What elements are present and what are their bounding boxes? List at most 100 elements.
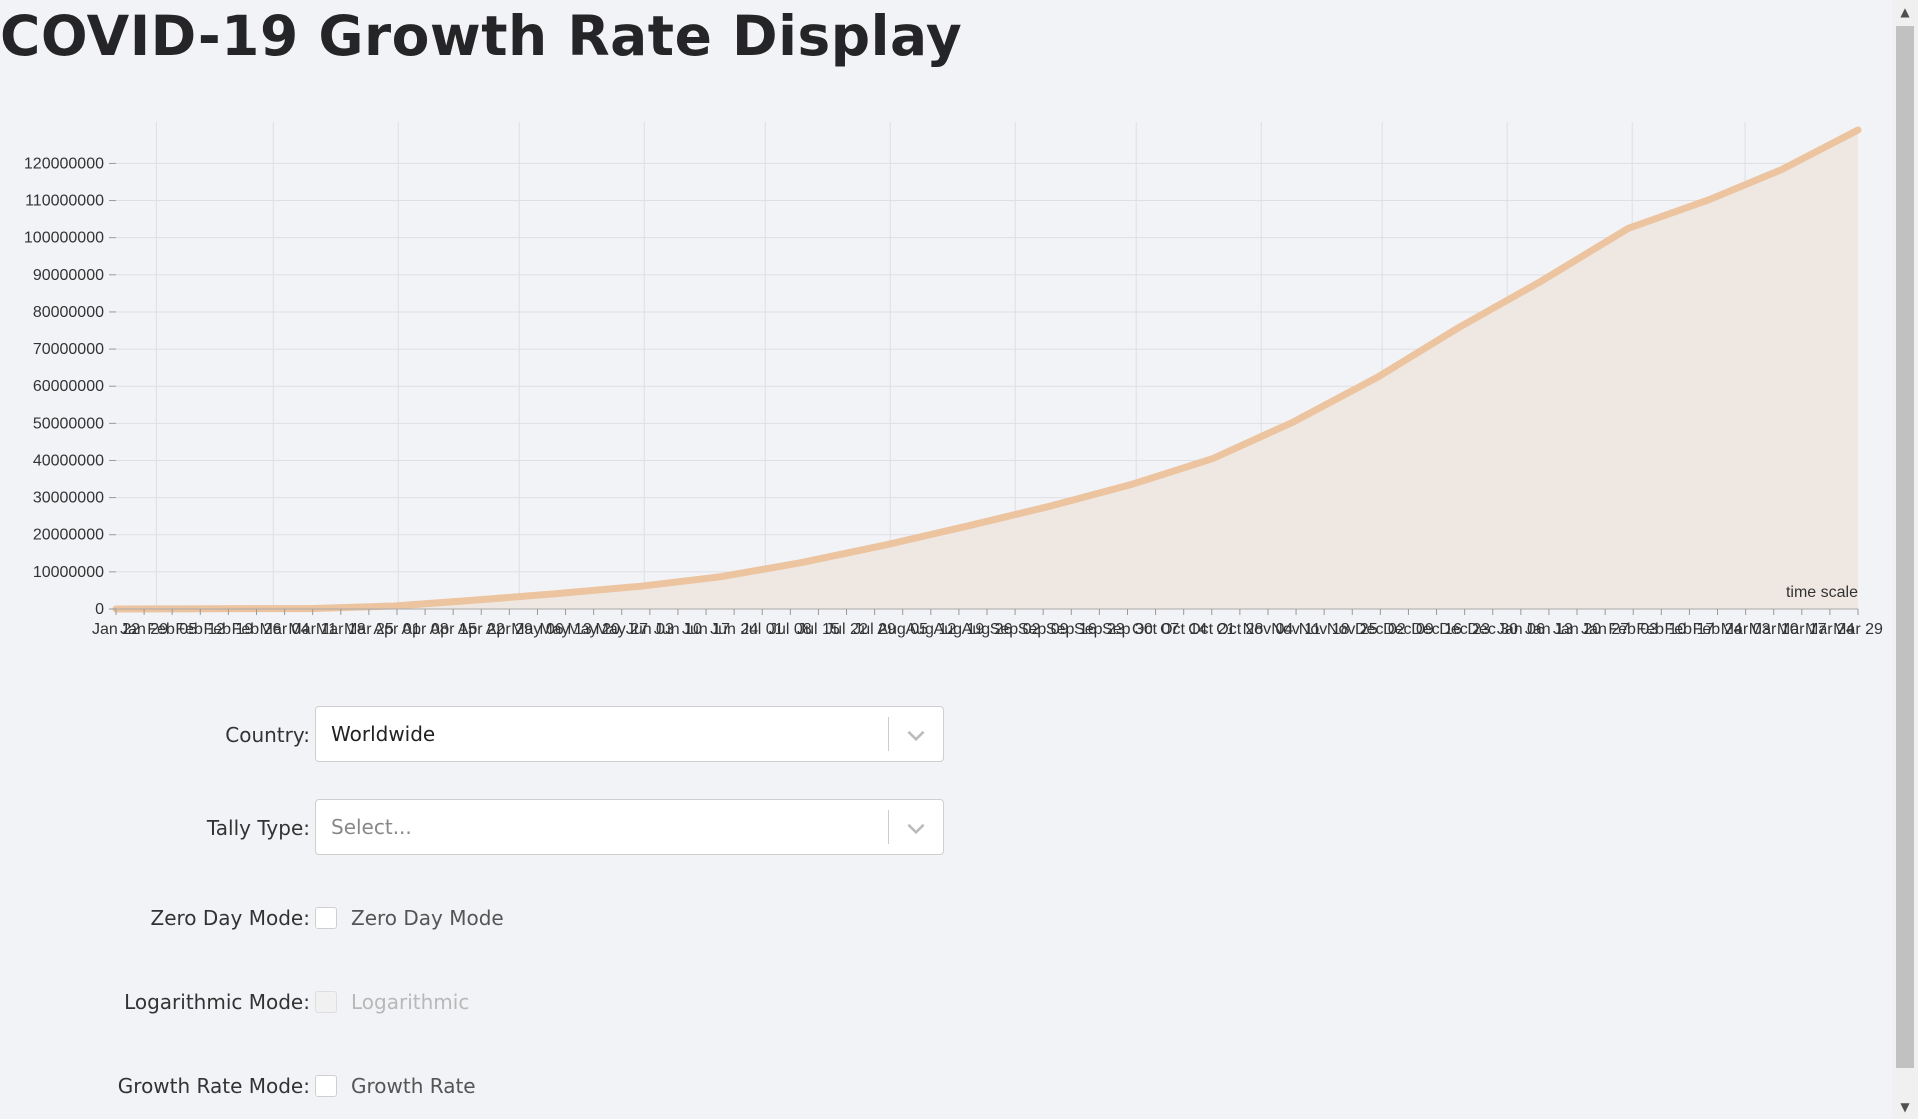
x-tick-label: Feb 03: [1608, 621, 1658, 638]
x-tick-label: Sep 09: [1018, 621, 1069, 638]
x-tick-label: Mar 18: [316, 621, 366, 638]
zero-day-option: Zero Day Mode: [315, 906, 504, 930]
x-tick-label: Jan 20: [1553, 621, 1601, 638]
x-tick-label: Nov 25: [1327, 621, 1378, 638]
x-tick-label: Feb 17: [1665, 621, 1715, 638]
x-tick-label: Aug 05: [877, 621, 928, 638]
x-tick-label: Nov 11: [1271, 621, 1321, 638]
x-tick-label: Oct 28: [1216, 621, 1263, 638]
x-tick-label: May 20: [567, 621, 620, 638]
growth-rate-checkbox[interactable]: [315, 1075, 337, 1097]
x-tick-label: Dec 16: [1411, 621, 1462, 638]
scroll-up-icon[interactable]: ▲: [1900, 5, 1910, 19]
x-tick-label: Apr 22: [458, 621, 505, 638]
scroll-down-icon[interactable]: ▼: [1900, 1100, 1910, 1114]
y-tick-label: 40000000: [33, 452, 104, 469]
tally-type-select[interactable]: Select...: [315, 799, 944, 855]
x-tick-label: Feb 26: [232, 621, 282, 638]
x-tick-label: Jul 29: [853, 621, 896, 638]
country-label: Country:: [225, 723, 310, 747]
x-tick-label: Mar 17: [1777, 621, 1827, 638]
chevron-down-icon[interactable]: [903, 722, 929, 748]
x-tick-label: Sep 30: [1102, 621, 1153, 638]
x-tick-label: Mar 04: [260, 621, 310, 638]
x-tick-label: Jun 03: [626, 621, 674, 638]
y-tick-label: 110000000: [25, 193, 104, 210]
growth-chart: 0 10000000 20000000 30000000 40000000 5000000…: [24, 122, 1883, 638]
x-tick-label: Apr 01: [373, 621, 420, 638]
zero-day-label: Zero Day Mode:: [150, 906, 310, 930]
x-tick-label: Feb 24: [1693, 621, 1743, 638]
x-tick-label: Dec 23: [1439, 621, 1490, 638]
series-area: [116, 130, 1858, 609]
country-select[interactable]: Worldwide: [315, 706, 944, 762]
x-tick-label: Mar 11: [288, 621, 337, 638]
growth-rate-option-label[interactable]: Growth Rate: [351, 1074, 476, 1098]
x-tick-label: Sep 02: [990, 621, 1041, 638]
x-tick-label: Nov 04: [1243, 621, 1294, 638]
y-tick-label: 50000000: [33, 415, 104, 432]
logarithmic-label: Logarithmic Mode:: [124, 990, 310, 1014]
x-tick-label: Jan 29: [120, 621, 168, 638]
x-tick-label: Jan 27: [1581, 621, 1629, 638]
y-tick-label: 120000000: [24, 155, 104, 172]
growth-rate-option: Growth Rate: [315, 1074, 476, 1098]
x-tick-label: Aug 12: [905, 621, 956, 638]
scroll-thumb[interactable]: [1896, 26, 1914, 1068]
zero-day-option-label[interactable]: Zero Day Mode: [351, 906, 504, 930]
x-tick-label: Jan 13: [1525, 621, 1573, 638]
x-tick-label: Jul 08: [769, 621, 812, 638]
x-tick-label: May 13: [539, 621, 592, 638]
x-tick-label: Apr 15: [430, 621, 477, 638]
y-tick-label: 80000000: [33, 304, 104, 321]
country-select-value: Worldwide: [331, 722, 436, 746]
x-tick-label: Jul 01: [741, 621, 784, 638]
x-tick-label: Dec 30: [1467, 621, 1518, 638]
x-tick-label: Aug 19: [934, 621, 985, 638]
y-tick-label: 0: [95, 601, 104, 618]
y-tick-label: 100000000: [24, 230, 104, 247]
x-tick-label: Dec 02: [1355, 621, 1406, 638]
x-tick-label: Jun 17: [682, 621, 730, 638]
x-tick-label: Jan 06: [1497, 621, 1545, 638]
logarithmic-option-label: Logarithmic: [351, 990, 470, 1014]
select-separator: [888, 810, 889, 844]
growth-rate-label: Growth Rate Mode:: [117, 1074, 310, 1098]
x-tick-label: Jan 22: [92, 621, 140, 638]
x-tick-label: Sep 23: [1074, 621, 1125, 638]
x-tick-label: Mar 10: [1749, 621, 1799, 638]
x-tick-label: Jun 10: [654, 621, 702, 638]
y-tick-label: 30000000: [33, 490, 104, 507]
vertical-scrollbar[interactable]: ▲ ▼: [1892, 0, 1918, 1119]
x-tick-label: Mar 24: [1805, 621, 1855, 638]
series-line: [112, 126, 1862, 613]
y-tick-label: 20000000: [33, 527, 104, 544]
logarithmic-row: Logarithmic Mode: Logarithmic: [0, 973, 960, 1031]
logarithmic-checkbox[interactable]: [315, 991, 337, 1013]
x-tick-label: Aug 26: [962, 621, 1013, 638]
x-tick-label: Feb 05: [147, 621, 197, 638]
x-tick-label: Jul 15: [797, 621, 840, 638]
zero-day-checkbox[interactable]: [315, 907, 337, 929]
y-tick-label: 60000000: [33, 378, 104, 395]
x-tick-label: Dec 09: [1383, 621, 1434, 638]
tally-type-placeholder: Select...: [331, 815, 412, 839]
x-tick-label: May 27: [596, 621, 649, 638]
page-title: COVID-19 Growth Rate Display: [0, 4, 963, 68]
x-tick-label: Apr 08: [401, 621, 448, 638]
x-tick-label: Oct 21: [1188, 621, 1235, 638]
x-tick-label: Oct 07: [1132, 621, 1179, 638]
x-tick-label: Feb 19: [203, 621, 253, 638]
y-tick-label: 10000000: [33, 564, 104, 581]
growth-rate-row: Growth Rate Mode: Growth Rate: [0, 1057, 960, 1115]
x-tick-label: Mar 29: [1833, 621, 1883, 638]
time-scale-annotation: time scale: [1786, 584, 1858, 601]
tally-type-row: Tally Type: Select...: [0, 799, 960, 857]
country-row: Country: Worldwide: [0, 706, 960, 764]
x-tick-label: Mar 25: [344, 621, 394, 638]
y-tick-label: 90000000: [33, 267, 104, 284]
x-tick-label: May 06: [511, 621, 564, 638]
x-tick-label: Apr 29: [486, 621, 533, 638]
x-tick-label: Sep 16: [1046, 621, 1097, 638]
chevron-down-icon[interactable]: [903, 815, 929, 841]
